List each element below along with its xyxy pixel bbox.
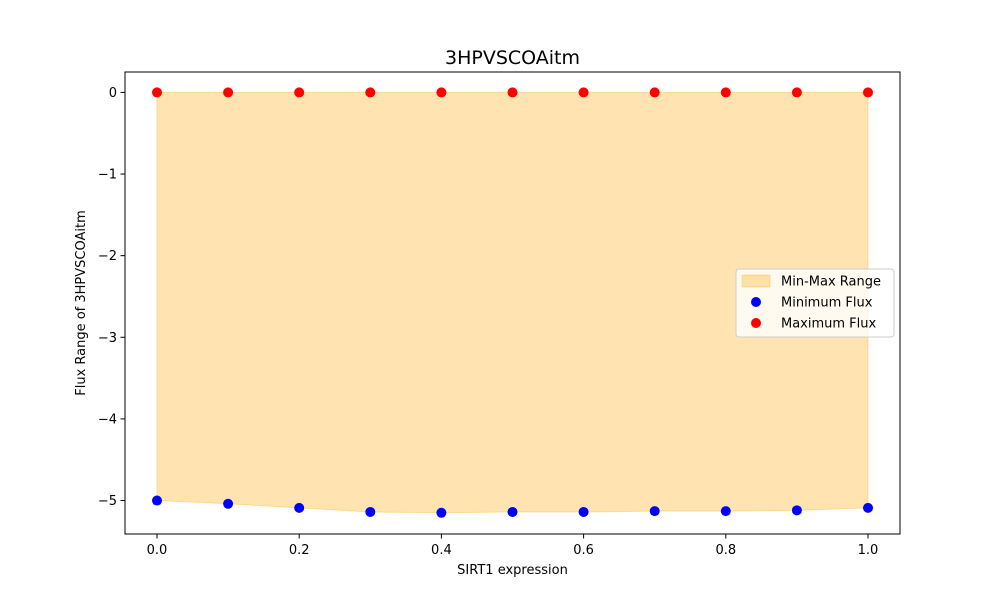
minimum-flux-point <box>649 506 660 517</box>
plot-area <box>151 87 874 518</box>
y-tick-label: −3 <box>98 331 117 346</box>
legend-label-range: Min-Max Range <box>781 275 881 290</box>
maximum-flux-point <box>649 87 660 98</box>
x-tick-label: 0.6 <box>573 543 594 558</box>
minimum-flux-point <box>578 506 589 517</box>
maximum-flux-point <box>578 87 589 98</box>
x-axis-label: SIRT1 expression <box>457 563 568 578</box>
maximum-flux-point <box>863 87 874 98</box>
legend-box <box>735 268 895 338</box>
y-tick-label: −1 <box>98 168 117 183</box>
maximum-flux-point <box>365 87 376 98</box>
minimum-flux-point <box>507 506 518 517</box>
x-tick-label: 0.4 <box>431 543 452 558</box>
y-axis: 0 −1 −2 −3 −4 −5 <box>98 86 125 509</box>
y-tick-label: −2 <box>98 249 117 264</box>
y-tick-label: −4 <box>98 412 117 427</box>
minimum-flux-point <box>365 506 376 517</box>
x-tick-label: 0.8 <box>715 543 736 558</box>
legend-label-minimum: Minimum Flux <box>781 296 873 311</box>
legend-swatch-range <box>741 274 771 288</box>
y-tick-label: −5 <box>98 494 117 509</box>
y-axis-label: Flux Range of 3HPVSCOAitm <box>74 210 89 396</box>
legend: Min-Max Range Minimum Flux Maximum Flux <box>735 268 895 338</box>
minimum-flux-point <box>223 498 234 509</box>
x-axis: 0.0 0.2 0.4 0.6 0.8 1.0 <box>147 534 879 558</box>
minimum-flux-point <box>151 495 162 506</box>
minimum-flux-point <box>436 507 447 518</box>
maximum-flux-point <box>151 87 162 98</box>
maximum-flux-point <box>294 87 305 98</box>
axes-frame <box>124 71 901 535</box>
chart-title: 3HPVSCOAitm <box>445 47 580 69</box>
legend-label-maximum: Maximum Flux <box>781 317 877 332</box>
minimum-flux-point <box>294 502 305 513</box>
x-tick-label: 0.0 <box>147 543 168 558</box>
minimum-flux-point <box>863 502 874 513</box>
maximum-flux-point <box>791 87 802 98</box>
maximum-flux-point <box>720 87 731 98</box>
minimum-flux-point <box>720 506 731 517</box>
minimum-flux-point <box>791 505 802 516</box>
x-tick-label: 1.0 <box>858 543 879 558</box>
y-tick-label: 0 <box>109 86 117 101</box>
x-tick-label: 0.2 <box>289 543 310 558</box>
maximum-flux-point <box>223 87 234 98</box>
legend-marker-maximum <box>751 318 761 328</box>
maximum-flux-point <box>507 87 518 98</box>
legend-marker-minimum <box>751 297 761 307</box>
maximum-flux-point <box>436 87 447 98</box>
